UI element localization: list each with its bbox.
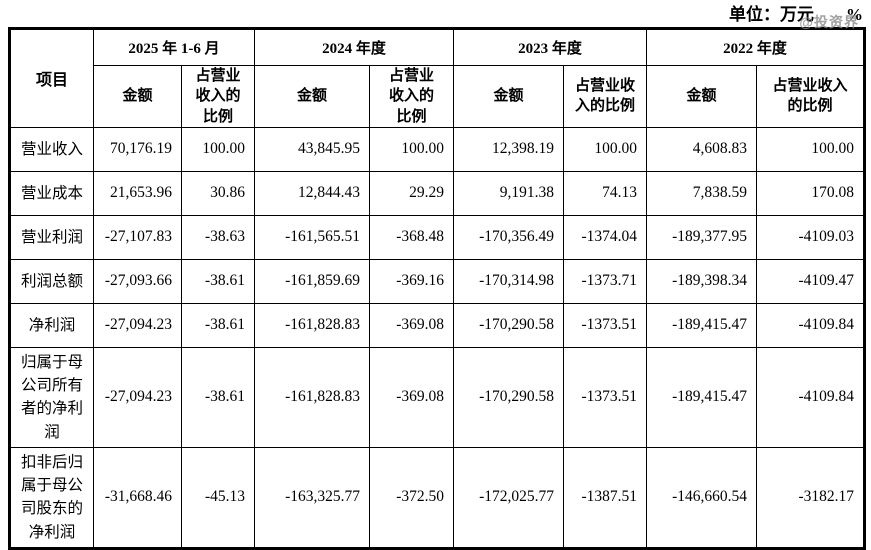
ratio-cell: -1373.51 bbox=[563, 302, 648, 348]
amount-header-2025: 金额 bbox=[93, 65, 182, 128]
amount-cell: 7,838.59 bbox=[646, 170, 758, 216]
ratio-cell: -38.61 bbox=[181, 346, 255, 448]
table-row-net-profit-deducted: 扣非后归属于母公司股东的净利润 -31,668.46 -45.13 -163,3… bbox=[9, 446, 866, 549]
period-header-2025: 2025 年 1-6 月 bbox=[93, 28, 255, 66]
amount-cell: -189,415.47 bbox=[646, 302, 758, 348]
period-header-2022: 2022 年度 bbox=[646, 28, 866, 66]
ratio-cell: -4109.84 bbox=[756, 302, 866, 348]
amount-header-2023: 金额 bbox=[453, 65, 565, 128]
amount-cell: -172,025.77 bbox=[453, 446, 565, 549]
document-page: 单位：万元% @投资界 项目 2025 年 1-6 月 2024 年度 2023… bbox=[8, 4, 867, 550]
header-row-measures: 金额 占营业 收入的 比例 金额 占营业 收入的 比例 金额 占营业收 入的比例… bbox=[10, 65, 866, 128]
item-cell: 扣非后归属于母公司股东的净利润 bbox=[9, 446, 94, 549]
ratio-cell: 100.00 bbox=[181, 126, 255, 172]
amount-cell: -27,094.23 bbox=[93, 346, 182, 448]
ratio-cell: 100.00 bbox=[756, 126, 866, 172]
ratio-header-2023: 占营业收 入的比例 bbox=[563, 65, 648, 128]
table-row-operating-cost: 营业成本 21,653.96 30.86 12,844.43 29.29 9,1… bbox=[9, 170, 866, 216]
ratio-header-2022: 占营业收入 的比例 bbox=[756, 65, 866, 128]
col-header-item: 项目 bbox=[9, 28, 94, 128]
period-header-2024: 2024 年度 bbox=[253, 28, 455, 66]
amount-cell: -161,565.51 bbox=[254, 214, 370, 260]
amount-cell: 12,398.19 bbox=[453, 126, 565, 172]
item-cell: 净利润 bbox=[9, 302, 94, 348]
ratio-cell: -369.08 bbox=[368, 346, 455, 448]
item-cell: 归属于母公司所有者的净利润 bbox=[9, 346, 94, 448]
ratio-cell: -1374.04 bbox=[563, 214, 648, 260]
ratio-cell: -369.16 bbox=[368, 258, 455, 304]
ratio-cell: -38.61 bbox=[181, 302, 255, 348]
amount-cell: -161,859.69 bbox=[254, 258, 370, 304]
ratio-cell: -45.13 bbox=[181, 446, 255, 549]
ratio-cell: -1373.51 bbox=[563, 346, 648, 448]
header-row-periods: 项目 2025 年 1-6 月 2024 年度 2023 年度 2022 年度 bbox=[9, 28, 866, 128]
ratio-cell: -4109.03 bbox=[756, 214, 866, 260]
amount-header-2022: 金额 bbox=[646, 65, 758, 128]
amount-cell: 9,191.38 bbox=[453, 170, 565, 216]
ratio-cell: -4109.47 bbox=[756, 258, 866, 304]
ratio-cell: -3182.17 bbox=[756, 446, 866, 549]
ratio-cell: -38.63 bbox=[181, 214, 255, 260]
table-row-net-profit-parent: 归属于母公司所有者的净利润 -27,094.23 -38.61 -161,828… bbox=[9, 346, 866, 448]
amount-cell: -27,107.83 bbox=[93, 214, 182, 260]
amount-cell: -170,356.49 bbox=[453, 214, 565, 260]
item-cell: 营业成本 bbox=[9, 170, 94, 216]
amount-cell: -161,828.83 bbox=[254, 302, 370, 348]
ratio-header-2024: 占营业 收入的 比例 bbox=[368, 65, 455, 128]
amount-cell: -31,668.46 bbox=[93, 446, 182, 549]
ratio-cell: -369.08 bbox=[368, 302, 455, 348]
ratio-cell: -368.48 bbox=[368, 214, 455, 260]
amount-cell: 21,653.96 bbox=[93, 170, 182, 216]
amount-cell: -27,093.66 bbox=[93, 258, 182, 304]
unit-line: 单位：万元% @投资界 bbox=[8, 4, 863, 30]
table-row-operating-profit: 营业利润 -27,107.83 -38.63 -161,565.51 -368.… bbox=[9, 214, 866, 260]
ratio-cell: -38.61 bbox=[181, 258, 255, 304]
item-cell: 利润总额 bbox=[9, 258, 94, 304]
amount-cell: 43,845.95 bbox=[254, 126, 370, 172]
table-row-operating-revenue: 营业收入 70,176.19 100.00 43,845.95 100.00 1… bbox=[9, 126, 866, 172]
ratio-cell: -372.50 bbox=[368, 446, 455, 549]
ratio-cell: 100.00 bbox=[368, 126, 455, 172]
amount-cell: -189,377.95 bbox=[646, 214, 758, 260]
ratio-cell: 100.00 bbox=[563, 126, 648, 172]
unit-label: 单位：万元 bbox=[729, 5, 814, 24]
item-cell: 营业利润 bbox=[9, 214, 94, 260]
amount-cell: 4,608.83 bbox=[646, 126, 758, 172]
ratio-header-2025: 占营业 收入的 比例 bbox=[181, 65, 255, 128]
ratio-cell: 74.13 bbox=[563, 170, 648, 216]
ratio-cell: -1387.51 bbox=[563, 446, 648, 549]
amount-cell: 70,176.19 bbox=[93, 126, 182, 172]
period-header-2023: 2023 年度 bbox=[453, 28, 648, 66]
ratio-cell: 170.08 bbox=[756, 170, 866, 216]
amount-cell: -170,290.58 bbox=[453, 302, 565, 348]
amount-cell: -163,325.77 bbox=[254, 446, 370, 549]
amount-header-2024: 金额 bbox=[254, 65, 370, 128]
item-cell: 营业收入 bbox=[9, 126, 94, 172]
ratio-cell: -1373.71 bbox=[563, 258, 648, 304]
table-row-total-profit: 利润总额 -27,093.66 -38.61 -161,859.69 -369.… bbox=[9, 258, 866, 304]
amount-cell: -189,398.34 bbox=[646, 258, 758, 304]
financial-summary-table: 项目 2025 年 1-6 月 2024 年度 2023 年度 2022 年度 … bbox=[8, 27, 867, 550]
table-row-net-profit: 净利润 -27,094.23 -38.61 -161,828.83 -369.0… bbox=[9, 302, 866, 348]
ratio-cell: -4109.84 bbox=[756, 346, 866, 448]
amount-cell: 12,844.43 bbox=[254, 170, 370, 216]
ratio-cell: 29.29 bbox=[368, 170, 455, 216]
amount-cell: -189,415.47 bbox=[646, 346, 758, 448]
ratio-cell: 30.86 bbox=[181, 170, 255, 216]
amount-cell: -161,828.83 bbox=[254, 346, 370, 448]
amount-cell: -27,094.23 bbox=[93, 302, 182, 348]
unit-percent-label: % bbox=[846, 5, 863, 24]
amount-cell: -146,660.54 bbox=[646, 446, 758, 549]
amount-cell: -170,314.98 bbox=[453, 258, 565, 304]
amount-cell: -170,290.58 bbox=[453, 346, 565, 448]
